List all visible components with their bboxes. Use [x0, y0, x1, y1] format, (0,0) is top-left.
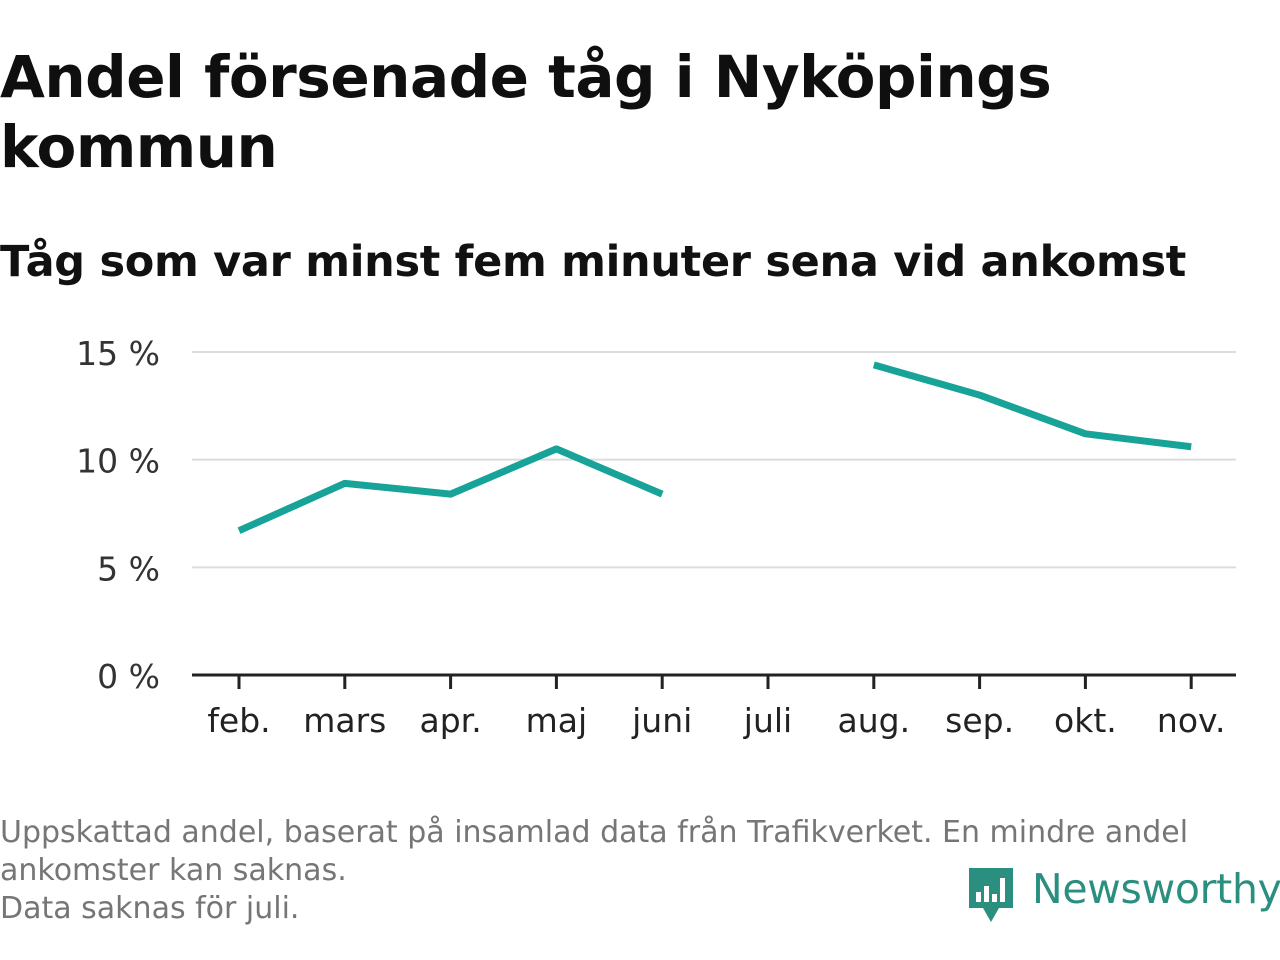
logo-text: Newsworthy: [1032, 865, 1280, 913]
x-tick-label: mars: [303, 701, 386, 740]
newsworthy-logo: Newsworthy: [962, 862, 1280, 926]
x-tick-label: okt.: [1054, 701, 1117, 740]
series-line-segment: [237, 445, 664, 534]
y-tick-label: 0 %: [97, 657, 160, 696]
footer-note: Uppskattad andel, baserat på insamlad da…: [0, 814, 1275, 928]
y-tick-label: 15 %: [76, 334, 160, 373]
line-chart: 0 % 5 % 10 % 15 % feb. mars apr. maj juni juli au…: [76, 334, 1236, 740]
x-axis: feb. mars apr. maj juni juli aug. sep. okt. nov.: [192, 673, 1236, 740]
x-tick-label: nov.: [1157, 701, 1226, 740]
footer-note-line1: Uppskattad andel, baserat på insamlad da…: [0, 815, 1189, 888]
bar-chart-speech-bubble-icon: [969, 868, 1013, 922]
x-tick-label: juli: [743, 701, 792, 740]
x-tick-label: feb.: [207, 701, 270, 740]
chart-title: Andel försenade tåg i Nyköpings kommun: [0, 43, 1052, 181]
y-axis-tick-labels: 0 % 5 % 10 % 15 %: [76, 334, 160, 696]
series-lines: [237, 361, 1192, 534]
x-tick-label: apr.: [419, 701, 481, 740]
x-tick-label: aug.: [838, 701, 911, 740]
y-tick-label: 10 %: [76, 442, 160, 481]
y-tick-label: 5 %: [97, 549, 160, 588]
x-tick-label: juni: [631, 701, 692, 740]
gridlines: [192, 351, 1236, 569]
chart-subtitle: Tåg som var minst fem minuter sena vid a…: [0, 237, 1187, 287]
x-tick-label: maj: [526, 701, 588, 740]
series-line-segment: [872, 361, 1192, 451]
footer-note-line2: Data saknas för juli.: [0, 891, 300, 926]
x-tick-label: sep.: [945, 701, 1014, 740]
